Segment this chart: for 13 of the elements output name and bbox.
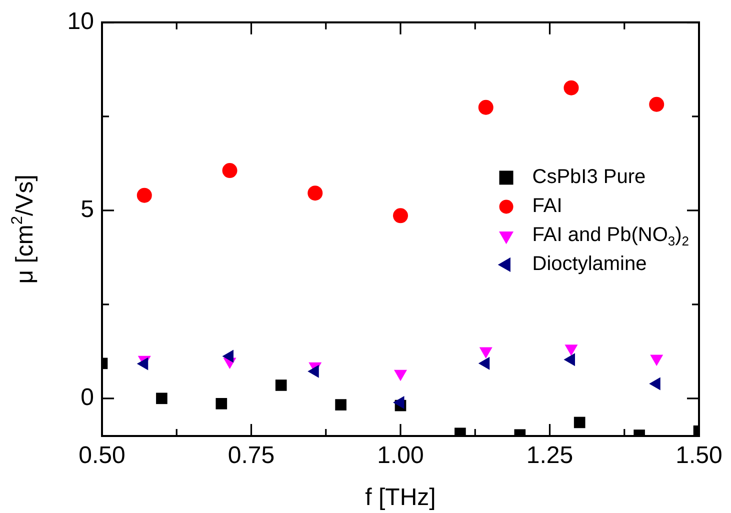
x-axis-title: f [THz] [365, 484, 436, 512]
legend-label: CsPbI3 Pure [532, 166, 646, 188]
legend-label: Dioctylamine [532, 253, 647, 276]
x-tick-label: 1.50 [676, 442, 722, 470]
y-tick-label: 10 [67, 8, 94, 36]
legend-label: FAI [532, 195, 562, 218]
x-tick-label: 1.00 [377, 442, 424, 470]
x-tick-label: 0.50 [78, 442, 126, 470]
x-tick-label: 1.25 [526, 442, 574, 470]
y-axis-title: μ [cm2/Vs] [8, 174, 39, 284]
y-tick-label: 5 [80, 196, 94, 224]
y-tick-label: 0 [80, 384, 94, 412]
x-tick-label: 0.75 [228, 442, 275, 470]
